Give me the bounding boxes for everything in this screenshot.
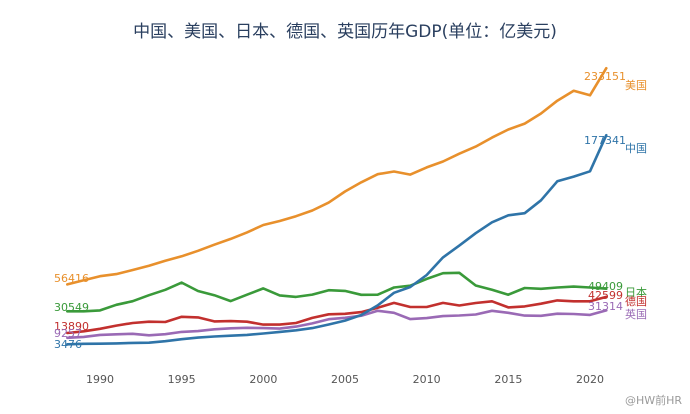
x-tick-1995: 1995 bbox=[168, 373, 196, 386]
x-tick-1990: 1990 bbox=[86, 373, 114, 386]
start-label-3: 13890 bbox=[54, 320, 89, 333]
series-line-3 bbox=[66, 295, 608, 335]
series-line-1 bbox=[66, 133, 608, 346]
series-name-4: 英国 bbox=[625, 307, 647, 321]
end-label-0: 233151 bbox=[584, 70, 626, 83]
series-name-0: 美国 bbox=[625, 79, 647, 92]
x-tick-2005: 2005 bbox=[331, 373, 359, 386]
x-tick-2015: 2015 bbox=[494, 373, 522, 386]
series-lines bbox=[66, 66, 608, 346]
x-tick-2010: 2010 bbox=[413, 373, 441, 386]
start-label-0: 56416 bbox=[54, 272, 89, 285]
x-axis-ticks: 1990 1995 2000 2005 2010 2015 2020 bbox=[86, 373, 604, 386]
series-name-3: 德国 bbox=[625, 294, 647, 308]
x-tick-2000: 2000 bbox=[249, 373, 277, 386]
chart-title: 中国、美国、日本、德国、英国历年GDP(单位：亿美元) bbox=[133, 22, 557, 42]
series-name-2: 日本 bbox=[625, 285, 647, 299]
series-name-1: 中国 bbox=[625, 142, 647, 155]
watermark: @HW前HR bbox=[625, 393, 682, 407]
end-label-1: 177341 bbox=[584, 134, 626, 147]
end-label-2: 49409 bbox=[588, 280, 623, 293]
series-line-4 bbox=[66, 309, 608, 340]
series-line-2 bbox=[66, 271, 608, 313]
end-label-4: 31314 bbox=[588, 300, 623, 313]
x-tick-2020: 2020 bbox=[576, 373, 604, 386]
end-label-3: 42599 bbox=[588, 289, 623, 302]
start-label-2: 30549 bbox=[54, 301, 89, 314]
start-label-4: 9257 bbox=[54, 327, 82, 340]
start-label-1: 3476 bbox=[54, 338, 82, 351]
series-line-0 bbox=[66, 66, 608, 286]
